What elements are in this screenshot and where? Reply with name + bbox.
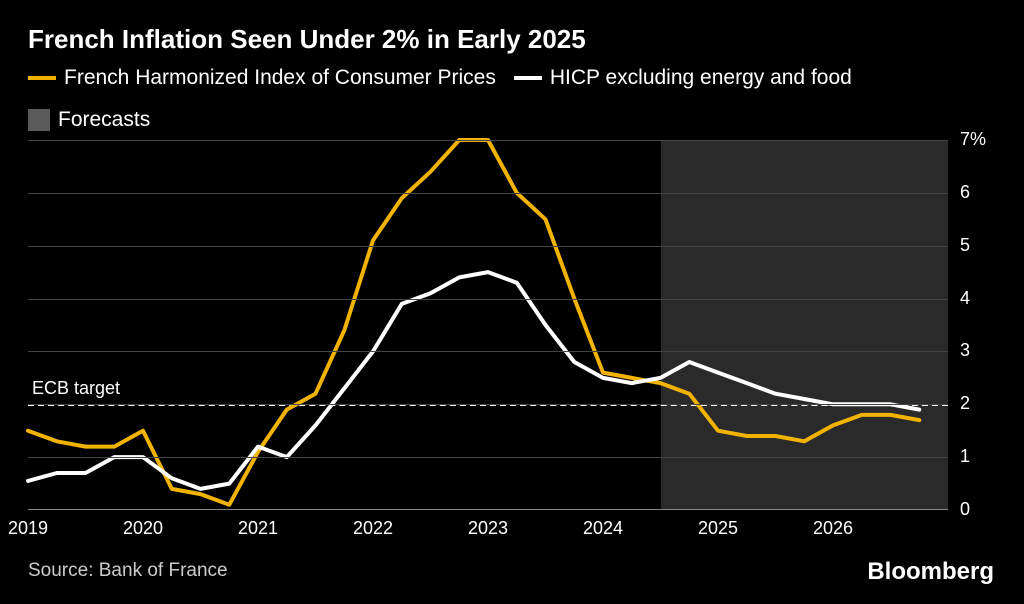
gridline	[28, 351, 948, 352]
y-tick-label: 0	[960, 499, 970, 520]
gridline	[28, 140, 948, 141]
y-tick-label: 1	[960, 446, 970, 467]
chart-container: French Inflation Seen Under 2% in Early …	[0, 0, 1024, 604]
y-tick-label: 7%	[960, 129, 986, 150]
series-line-hicp	[28, 140, 919, 505]
y-tick-label: 5	[960, 235, 970, 256]
legend-item-series1: French Harmonized Index of Consumer Pric…	[28, 66, 496, 90]
legend-swatch-series1	[28, 76, 56, 80]
x-tick-label: 2020	[123, 518, 163, 539]
plot: ECB target	[28, 140, 948, 510]
x-axis	[28, 509, 948, 510]
y-tick-label: 2	[960, 393, 970, 414]
y-tick-label: 6	[960, 182, 970, 203]
legend-label-series1: French Harmonized Index of Consumer Pric…	[64, 66, 496, 90]
x-tick-label: 2024	[583, 518, 623, 539]
legend: French Harmonized Index of Consumer Pric…	[28, 66, 992, 132]
line-svg	[28, 140, 948, 510]
legend-item-series2: HICP excluding energy and food	[514, 66, 852, 90]
legend-item-forecast: Forecasts	[28, 108, 992, 132]
gridline	[28, 193, 948, 194]
chart-area: ECB target 01234567%20192020202120222023…	[28, 140, 996, 530]
gridline	[28, 299, 948, 300]
source-text: Source: Bank of France	[28, 560, 228, 582]
x-tick-label: 2021	[238, 518, 278, 539]
legend-swatch-series2	[514, 76, 542, 80]
x-tick-label: 2026	[813, 518, 853, 539]
chart-title: French Inflation Seen Under 2% in Early …	[28, 24, 586, 55]
legend-swatch-forecast	[28, 109, 50, 131]
y-tick-label: 4	[960, 288, 970, 309]
x-tick-label: 2019	[8, 518, 48, 539]
x-tick-label: 2022	[353, 518, 393, 539]
gridline	[28, 246, 948, 247]
gridline	[28, 404, 948, 405]
x-tick-label: 2023	[468, 518, 508, 539]
x-tick-label: 2025	[698, 518, 738, 539]
legend-label-series2: HICP excluding energy and food	[550, 66, 852, 90]
legend-label-forecast: Forecasts	[58, 108, 150, 132]
brand-text: Bloomberg	[867, 558, 994, 586]
gridline	[28, 457, 948, 458]
y-tick-label: 3	[960, 340, 970, 361]
